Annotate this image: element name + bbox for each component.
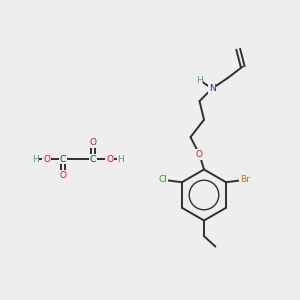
- Text: C: C: [60, 154, 66, 164]
- Text: N: N: [209, 84, 215, 93]
- Text: Cl: Cl: [159, 175, 168, 184]
- Text: O: O: [196, 150, 203, 159]
- Text: H: H: [196, 76, 203, 85]
- Text: C: C: [90, 154, 96, 164]
- Text: H: H: [118, 154, 124, 164]
- Text: O: O: [106, 154, 113, 164]
- Text: O: O: [59, 171, 67, 180]
- Text: Br: Br: [240, 175, 250, 184]
- Text: O: O: [89, 138, 97, 147]
- Text: H: H: [32, 154, 38, 164]
- Text: O: O: [43, 154, 50, 164]
